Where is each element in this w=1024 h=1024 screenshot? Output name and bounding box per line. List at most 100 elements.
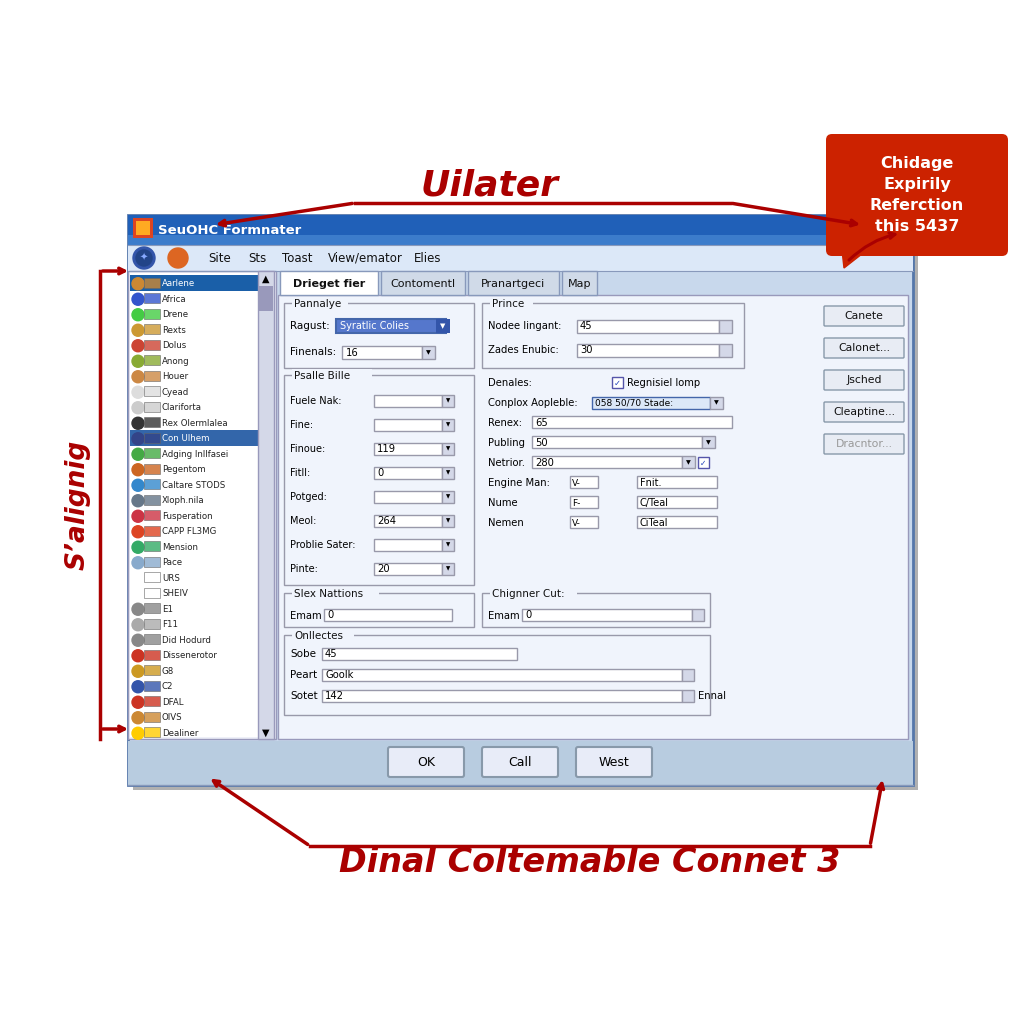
Text: ✦: ✦ [140,253,148,263]
Circle shape [132,417,144,429]
Text: 30: 30 [580,345,593,355]
Circle shape [132,371,144,383]
Circle shape [132,464,144,476]
Text: □: □ [857,223,866,233]
Circle shape [132,634,144,646]
Text: □: □ [878,223,887,233]
FancyBboxPatch shape [128,245,913,271]
FancyBboxPatch shape [570,496,598,508]
FancyBboxPatch shape [130,275,258,291]
FancyBboxPatch shape [637,496,717,508]
FancyBboxPatch shape [144,696,160,707]
Text: CiTeal: CiTeal [640,518,669,528]
FancyBboxPatch shape [490,587,577,597]
Text: 45: 45 [580,321,593,331]
FancyBboxPatch shape [144,542,160,551]
FancyBboxPatch shape [374,515,442,527]
FancyBboxPatch shape [144,525,160,536]
FancyBboxPatch shape [144,371,160,381]
Text: SHEIV: SHEIV [162,589,187,598]
FancyBboxPatch shape [144,355,160,366]
Text: 0: 0 [525,610,531,620]
FancyBboxPatch shape [442,467,454,479]
FancyBboxPatch shape [824,370,904,390]
FancyBboxPatch shape [144,712,160,722]
FancyBboxPatch shape [490,297,534,307]
FancyBboxPatch shape [853,219,871,237]
Text: Sts: Sts [248,252,266,264]
Text: Houer: Houer [162,373,188,381]
FancyBboxPatch shape [144,325,160,334]
FancyBboxPatch shape [374,539,442,551]
FancyBboxPatch shape [442,539,454,551]
FancyBboxPatch shape [322,690,682,702]
Text: Mension: Mension [162,543,198,552]
Circle shape [132,696,144,709]
Text: Dracntor...: Dracntor... [836,439,893,449]
Text: 50: 50 [535,438,548,449]
Text: CAPP FL3MG: CAPP FL3MG [162,527,216,537]
Text: Engine Man:: Engine Man: [488,478,550,488]
FancyBboxPatch shape [144,603,160,613]
FancyBboxPatch shape [873,219,891,237]
Circle shape [132,588,144,600]
Text: S’alignig: S’alignig [65,440,91,570]
Text: ▼: ▼ [445,423,451,427]
FancyBboxPatch shape [144,618,160,629]
Text: 45: 45 [325,649,338,659]
Polygon shape [842,250,867,268]
Text: Anong: Anong [162,356,189,366]
Text: Regnisiel lomp: Regnisiel lomp [627,378,700,388]
Text: Dinal Coltemable Connet 3: Dinal Coltemable Connet 3 [339,846,841,879]
Circle shape [132,712,144,724]
FancyBboxPatch shape [682,456,695,468]
FancyBboxPatch shape [144,727,160,737]
FancyBboxPatch shape [698,457,709,468]
Text: Zades Enubic:: Zades Enubic: [488,345,559,355]
Text: ▼: ▼ [445,518,451,523]
FancyBboxPatch shape [144,650,160,659]
Text: Africa: Africa [162,295,186,304]
Text: Cleaptine...: Cleaptine... [833,407,895,417]
Text: Contomentl: Contomentl [390,279,456,289]
FancyBboxPatch shape [336,319,446,333]
Text: 280: 280 [535,458,554,468]
FancyBboxPatch shape [592,397,710,409]
Text: Uilater: Uilater [421,168,559,202]
FancyBboxPatch shape [144,340,160,350]
FancyBboxPatch shape [442,515,454,527]
FancyBboxPatch shape [824,338,904,358]
FancyBboxPatch shape [824,402,904,422]
FancyBboxPatch shape [468,271,559,295]
FancyBboxPatch shape [144,681,160,691]
FancyBboxPatch shape [374,419,442,431]
FancyBboxPatch shape [144,309,160,318]
Text: 65: 65 [535,418,548,428]
Text: Finoue:: Finoue: [290,444,326,454]
FancyBboxPatch shape [637,476,717,488]
FancyBboxPatch shape [893,219,911,237]
Text: Nodee Iingant:: Nodee Iingant: [488,321,561,331]
FancyBboxPatch shape [133,220,918,790]
Text: West: West [599,756,630,768]
Text: Pace: Pace [162,558,182,567]
FancyBboxPatch shape [322,648,517,660]
Text: Publing: Publing [488,438,525,449]
Circle shape [132,433,144,444]
Text: Chignner Cut:: Chignner Cut: [492,589,564,599]
Circle shape [132,386,144,398]
Text: 16: 16 [346,348,358,358]
Text: Denales:: Denales: [488,378,531,388]
Text: C/Teal: C/Teal [640,498,669,508]
FancyBboxPatch shape [442,563,454,575]
Text: Sotet: Sotet [290,691,317,701]
Circle shape [133,247,155,269]
FancyBboxPatch shape [342,346,422,359]
FancyBboxPatch shape [381,271,465,295]
FancyBboxPatch shape [324,609,452,621]
FancyBboxPatch shape [144,557,160,566]
Text: G8: G8 [162,667,174,676]
FancyBboxPatch shape [374,395,442,407]
Text: Renex:: Renex: [488,418,522,428]
FancyBboxPatch shape [682,690,694,702]
